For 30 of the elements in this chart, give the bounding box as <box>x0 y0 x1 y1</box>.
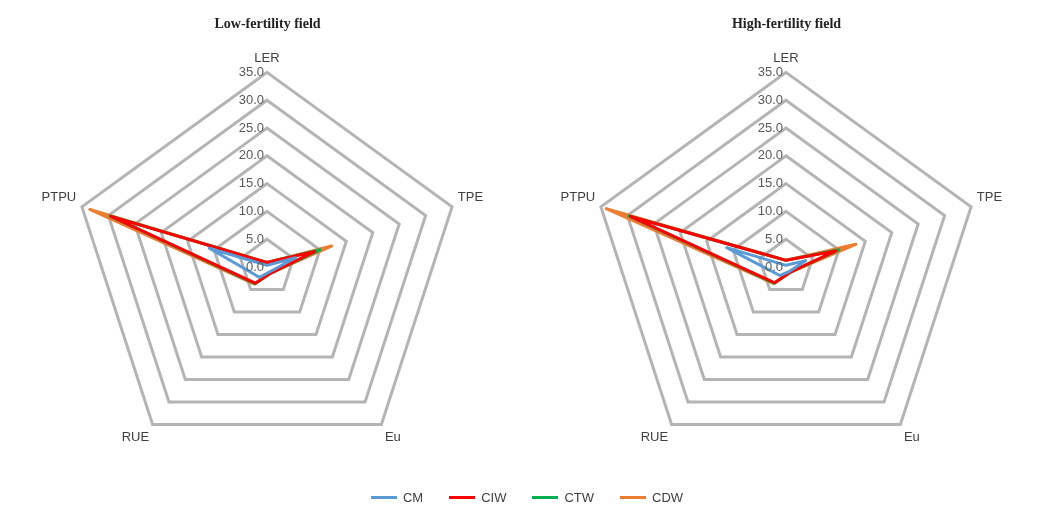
spoke-label: Eu <box>384 428 401 444</box>
legend-label: CDW <box>652 490 684 505</box>
spoke-label: LER <box>773 50 799 66</box>
y-tick-label: 20.0 <box>238 147 264 163</box>
legend-label: CTW <box>564 490 595 505</box>
spoke-label: LER <box>254 50 280 66</box>
spoke-label: Eu <box>903 428 920 444</box>
chart-title: High-fertility field <box>731 16 842 32</box>
spoke-label: TPE <box>976 188 1003 204</box>
legend-label: CM <box>402 490 424 505</box>
y-tick-label: 5.0 <box>764 230 783 246</box>
y-tick-label: 15.0 <box>238 175 264 191</box>
y-tick-label: 35.0 <box>238 63 264 79</box>
legend-label: CIW <box>481 490 507 505</box>
spoke-label: PTPU <box>560 188 596 204</box>
y-tick-label: 30.0 <box>238 91 264 107</box>
y-tick-label: 5.0 <box>245 230 264 246</box>
spoke-label: RUE <box>640 428 669 444</box>
y-tick-label: 35.0 <box>757 63 783 79</box>
y-tick-label: 10.0 <box>238 202 264 218</box>
y-tick-label: 30.0 <box>757 91 783 107</box>
y-tick-label: 15.0 <box>757 175 783 191</box>
y-tick-label: 25.0 <box>757 119 783 135</box>
y-tick-label: 10.0 <box>757 202 783 218</box>
spoke-label: PTPU <box>41 188 77 204</box>
spoke-label: RUE <box>121 428 150 444</box>
y-tick-label: 25.0 <box>238 119 264 135</box>
chart-title: Low-fertility field <box>214 16 321 32</box>
spoke-label: TPE <box>457 188 484 204</box>
y-tick-label: 20.0 <box>757 147 783 163</box>
